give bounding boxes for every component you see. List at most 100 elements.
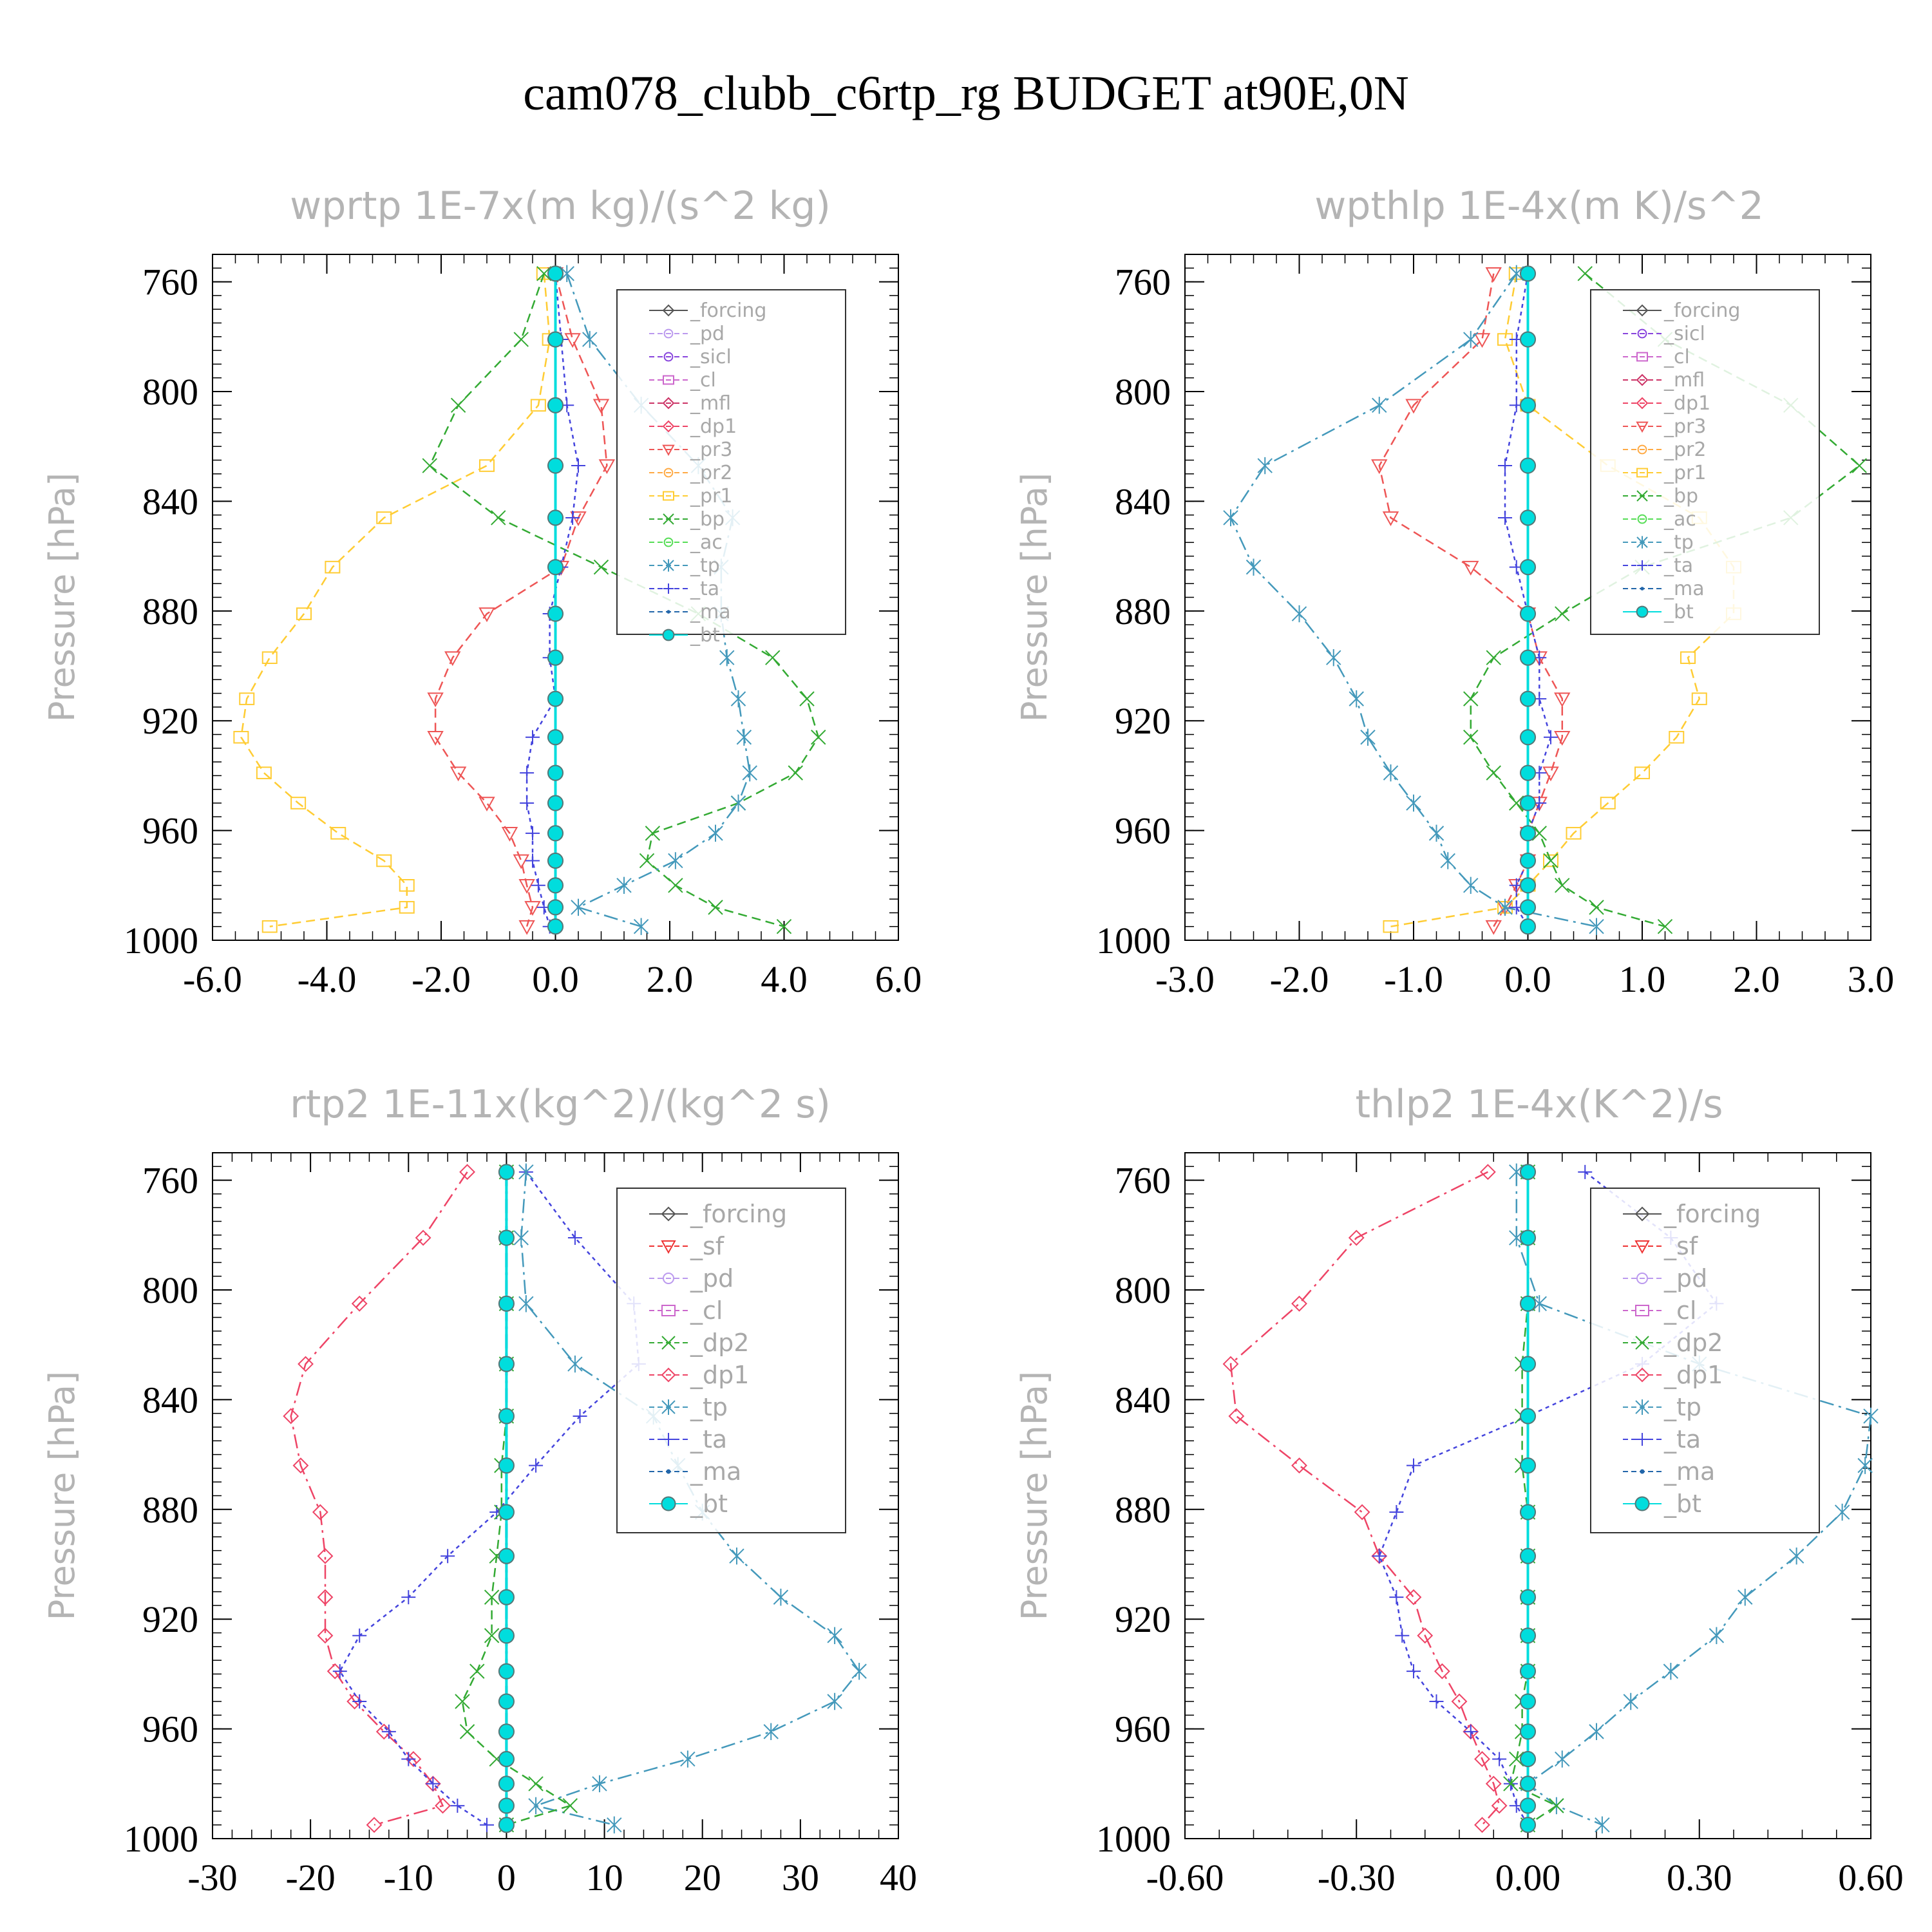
- marker-tp: [1257, 457, 1273, 475]
- legend-label-cl: _cl: [690, 369, 716, 392]
- marker-x: [422, 458, 437, 473]
- y-tick-label: 1000: [1096, 920, 1171, 961]
- marker-ta: [1636, 1433, 1649, 1446]
- marker-diamond: [662, 304, 675, 317]
- legend-label-sf: _sf: [1663, 1232, 1699, 1260]
- marker-square: [399, 879, 415, 892]
- marker-ta: [352, 1694, 367, 1709]
- marker-ta: [1372, 1549, 1387, 1564]
- marker-x: [1635, 1336, 1649, 1350]
- y-tick-label: 760: [142, 1160, 198, 1202]
- marker-bt: [1519, 559, 1537, 576]
- y-tick-label: 920: [142, 700, 198, 742]
- marker-bt: [547, 649, 564, 666]
- legend-label-ma: _ma: [690, 601, 731, 623]
- marker-triangle: [518, 879, 535, 894]
- marker-bt: [1519, 457, 1537, 474]
- marker-square: [1383, 920, 1399, 933]
- marker-bt: [1519, 649, 1537, 666]
- x-tick-label: -0.60: [1146, 1857, 1224, 1899]
- legend-label-pd: _pd: [690, 323, 724, 345]
- marker-x: [513, 332, 529, 347]
- marker-tp: [680, 1750, 696, 1768]
- y-tick-label: 840: [142, 480, 198, 522]
- marker-triangle: [661, 1240, 676, 1255]
- marker-diamond: [1474, 1817, 1490, 1833]
- series-group: [233, 265, 826, 935]
- marker-bt: [547, 559, 564, 576]
- marker-circle: [663, 1273, 674, 1284]
- marker-bt: [1519, 1295, 1537, 1312]
- x-tick-label: 6.0: [875, 958, 922, 1000]
- marker-diamond: [1291, 1457, 1307, 1474]
- marker-ta: [520, 766, 535, 781]
- marker-ta: [526, 826, 540, 840]
- x-tick-label: -3.0: [1155, 958, 1215, 1000]
- y-tick-label: 960: [1115, 810, 1171, 852]
- marker-ta: [529, 1458, 544, 1473]
- series-line-pr3: [434, 273, 608, 927]
- marker-tp: [559, 265, 574, 283]
- marker-tp: [1463, 876, 1479, 894]
- marker-tp: [1406, 794, 1421, 812]
- marker-x: [450, 397, 466, 413]
- marker-x: [484, 1589, 500, 1605]
- marker-ta: [352, 1628, 367, 1643]
- marker-ta: [567, 1231, 582, 1245]
- legend-label-pr1: _pr1: [1663, 462, 1706, 484]
- marker-bt: [1519, 1548, 1537, 1564]
- marker-ta: [662, 1433, 675, 1446]
- x-tick-label: 1.0: [1619, 958, 1666, 1000]
- marker-circle: [663, 468, 674, 478]
- marker-x: [661, 1336, 676, 1350]
- marker-tp: [1360, 728, 1376, 746]
- legend-label-mfl: _mfl: [690, 392, 731, 415]
- y-tick-label: 800: [1115, 1269, 1171, 1311]
- marker-bt: [547, 764, 564, 781]
- marker-diamond: [1434, 1663, 1450, 1680]
- marker-x: [1463, 730, 1479, 745]
- marker-diamond: [1485, 1776, 1502, 1792]
- x-tick-label: -2.0: [412, 958, 471, 1000]
- legend-label-bt: _bt: [1663, 601, 1694, 623]
- marker-dot: [1640, 1469, 1645, 1474]
- marker-square: [530, 399, 546, 412]
- marker-bt: [1519, 1408, 1537, 1425]
- marker-bt: [547, 729, 564, 746]
- legend-label-dp1: _dp1: [690, 1361, 749, 1389]
- marker-tp: [592, 1775, 607, 1792]
- panel-1: wprtp 1E-7x(m kg)/(s^2 kg) Pressure [hPa]…: [42, 184, 922, 1000]
- x-tick-label: 0.30: [1667, 1857, 1732, 1899]
- legend-label-tp: _tp: [690, 554, 720, 577]
- x-tick-label: 0.0: [1504, 958, 1551, 1000]
- panel-3: rtp2 1E-11x(kg^2)/(kg^2 s) Pressure [hPa]…: [42, 1082, 917, 1899]
- marker-bt: [498, 1164, 515, 1180]
- marker-ta: [520, 796, 535, 810]
- marker-diamond: [1634, 1367, 1650, 1383]
- marker-tp: [730, 794, 746, 812]
- marker-tp: [1463, 330, 1479, 348]
- marker-ta: [1492, 1752, 1507, 1766]
- y-axis-label: Pressure [hPa]: [1014, 473, 1055, 722]
- legend-label-forcing: _forcing: [1663, 299, 1740, 322]
- legend-label-pd: _pd: [1663, 1264, 1707, 1293]
- marker-square: [1669, 730, 1685, 744]
- marker-tp: [1223, 509, 1238, 527]
- marker-square: [479, 459, 495, 472]
- marker-diamond: [1491, 1797, 1508, 1814]
- marker-x: [484, 1628, 500, 1643]
- legend-label-dp1: _dp1: [1663, 1361, 1723, 1389]
- marker-ta: [1498, 459, 1512, 473]
- legend-label-pr2: _pr2: [690, 462, 732, 484]
- marker-diamond: [317, 1627, 334, 1644]
- marker-x: [639, 853, 655, 869]
- marker-bt: [1636, 605, 1649, 618]
- marker-square: [1691, 692, 1707, 705]
- marker-ta: [1463, 1724, 1478, 1739]
- marker-bt: [547, 918, 564, 935]
- x-tick-label: 0.00: [1495, 1857, 1561, 1899]
- x-tick-label: 40: [880, 1857, 917, 1899]
- y-tick-label: 920: [142, 1598, 198, 1640]
- legend-label-sicl: _sicl: [690, 346, 732, 368]
- marker-square: [233, 730, 249, 744]
